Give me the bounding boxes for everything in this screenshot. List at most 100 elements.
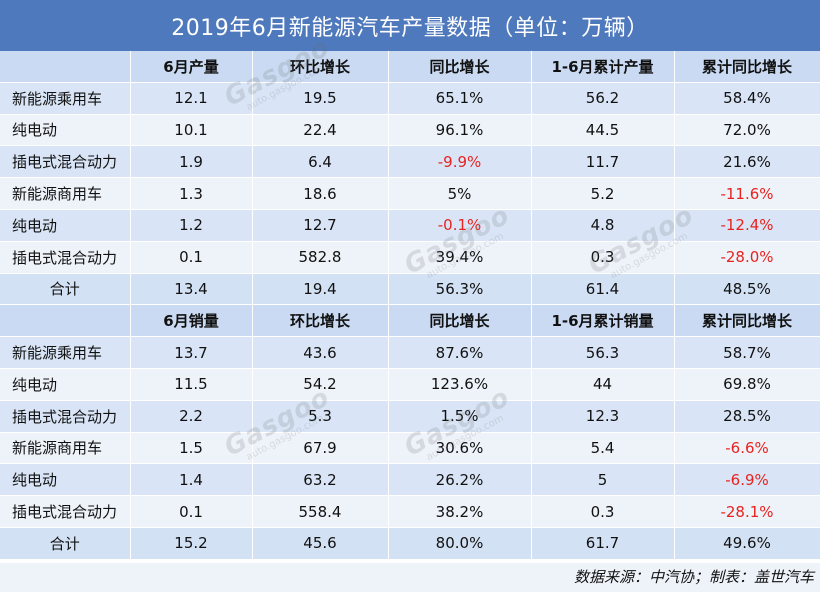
table-cell: 5.2 [531, 177, 675, 210]
table-row: 新能源乘用车 13.7 43.6 87.6% 56.3 58.7% [0, 336, 820, 369]
source-note: 数据来源：中汽协；制表：盖世汽车 [573, 568, 814, 586]
table-cell: 1.5 [130, 432, 253, 465]
table-cell: 49.6% [674, 527, 820, 560]
header-row: 6月产量 环比增长 同比增长 1-6月累计产量 累计同比增长 [0, 51, 820, 83]
table-cell: 58.7% [674, 336, 820, 369]
table-cell: 12.1 [130, 82, 253, 115]
table-cell: 582.8 [252, 241, 389, 274]
total-row: 合计 15.2 45.6 80.0% 61.7 49.6% [0, 527, 820, 560]
table-cell: 43.6 [252, 336, 389, 369]
table-cell: 13.7 [130, 336, 253, 369]
table-cell: 18.6 [252, 177, 389, 210]
table-cell: 72.0% [674, 114, 820, 147]
table-cell: 10.1 [130, 114, 253, 147]
header-row: 6月销量 环比增长 同比增长 1-6月累计销量 累计同比增长 [0, 304, 820, 338]
table-cell: 69.8% [674, 368, 820, 401]
column-header: 1-6月累计销量 [531, 304, 675, 338]
table-cell: 38.2% [388, 495, 532, 528]
row-label: 插电式混合动力 [0, 145, 131, 179]
table-row: 插电式混合动力 0.1 558.4 38.2% 0.3 -28.1% [0, 495, 820, 528]
table-cell: 12.7 [252, 209, 389, 242]
table-cell: 0.3 [531, 241, 675, 274]
table-cell: 96.1% [388, 114, 532, 147]
row-label: 插电式混合动力 [0, 400, 131, 433]
table-cell: -0.1% [388, 209, 532, 242]
table-cell: 54.2 [252, 368, 389, 401]
row-label: 插电式混合动力 [0, 495, 131, 528]
column-header [0, 51, 131, 83]
table-cell: 11.5 [130, 368, 253, 401]
table-cell: -11.6% [674, 177, 820, 210]
table-cell: 28.5% [674, 400, 820, 433]
footer-bar [0, 563, 820, 592]
row-label: 新能源乘用车 [0, 336, 131, 369]
table-cell: 1.4 [130, 463, 253, 497]
row-label: 纯电动 [0, 463, 131, 497]
table-cell: 80.0% [388, 527, 532, 560]
table-cell: 1.9 [130, 145, 253, 179]
table-cell: 1.5% [388, 400, 532, 433]
row-label: 合计 [0, 527, 131, 560]
table-cell: 44 [531, 368, 675, 401]
table-row: 插电式混合动力 2.2 5.3 1.5% 12.3 28.5% [0, 400, 820, 433]
table-cell: 5.4 [531, 432, 675, 465]
table-cell: 11.7 [531, 145, 675, 179]
table-cell: 19.5 [252, 82, 389, 115]
row-label: 新能源商用车 [0, 177, 131, 210]
table-cell: 21.6% [674, 145, 820, 179]
table-cell: 0.3 [531, 495, 675, 528]
column-header [0, 304, 131, 338]
table-cell: 45.6 [252, 527, 389, 560]
column-header: 6月产量 [130, 51, 253, 83]
table-cell: 12.3 [531, 400, 675, 433]
table-cell: 48.5% [674, 273, 820, 306]
table-title: 2019年6月新能源汽车产量数据（单位：万辆） [0, 0, 820, 51]
table-cell: 5.3 [252, 400, 389, 433]
table-row: 插电式混合动力 1.9 6.4 -9.9% 11.7 21.6% [0, 145, 820, 179]
column-header: 6月销量 [130, 304, 253, 338]
row-label: 新能源乘用车 [0, 82, 131, 115]
table-cell: 123.6% [388, 368, 532, 401]
table-cell: 67.9 [252, 432, 389, 465]
table-cell: 19.4 [252, 273, 389, 306]
table-cell: 15.2 [130, 527, 253, 560]
table-cell: -28.1% [674, 495, 820, 528]
table-cell: -9.9% [388, 145, 532, 179]
column-header: 环比增长 [252, 51, 389, 83]
table-cell: 56.2 [531, 82, 675, 115]
table-cell: 558.4 [252, 495, 389, 528]
table-cell: -6.9% [674, 463, 820, 497]
table-cell: 5 [531, 463, 675, 497]
table-cell: -12.4% [674, 209, 820, 242]
table-row: 纯电动 1.2 12.7 -0.1% 4.8 -12.4% [0, 209, 820, 242]
table-cell: 0.1 [130, 241, 253, 274]
table-cell: 56.3% [388, 273, 532, 306]
table-row: 新能源乘用车 12.1 19.5 65.1% 56.2 58.4% [0, 82, 820, 115]
table-cell: 44.5 [531, 114, 675, 147]
table-cell: 4.8 [531, 209, 675, 242]
table-cell: 61.7 [531, 527, 675, 560]
column-header: 1-6月累计产量 [531, 51, 675, 83]
table-row: 纯电动 11.5 54.2 123.6% 44 69.8% [0, 368, 820, 401]
row-label: 新能源商用车 [0, 432, 131, 465]
table-cell: 61.4 [531, 273, 675, 306]
table-cell: 39.4% [388, 241, 532, 274]
table-row: 插电式混合动力 0.1 582.8 39.4% 0.3 -28.0% [0, 241, 820, 274]
column-header: 累计同比增长 [674, 304, 820, 338]
table-cell: 1.3 [130, 177, 253, 210]
row-label: 纯电动 [0, 114, 131, 147]
row-label: 纯电动 [0, 209, 131, 242]
table-cell: -6.6% [674, 432, 820, 465]
column-header: 同比增长 [388, 304, 532, 338]
row-label: 合计 [0, 273, 131, 306]
column-header: 累计同比增长 [674, 51, 820, 83]
table-row: 纯电动 1.4 63.2 26.2% 5 -6.9% [0, 463, 820, 497]
table-cell: 0.1 [130, 495, 253, 528]
table-row: 新能源商用车 1.3 18.6 5% 5.2 -11.6% [0, 177, 820, 210]
table-cell: 26.2% [388, 463, 532, 497]
row-label: 插电式混合动力 [0, 241, 131, 274]
column-header: 环比增长 [252, 304, 389, 338]
table-cell: 56.3 [531, 336, 675, 369]
table-cell: 1.2 [130, 209, 253, 242]
total-row: 合计 13.4 19.4 56.3% 61.4 48.5% [0, 273, 820, 306]
